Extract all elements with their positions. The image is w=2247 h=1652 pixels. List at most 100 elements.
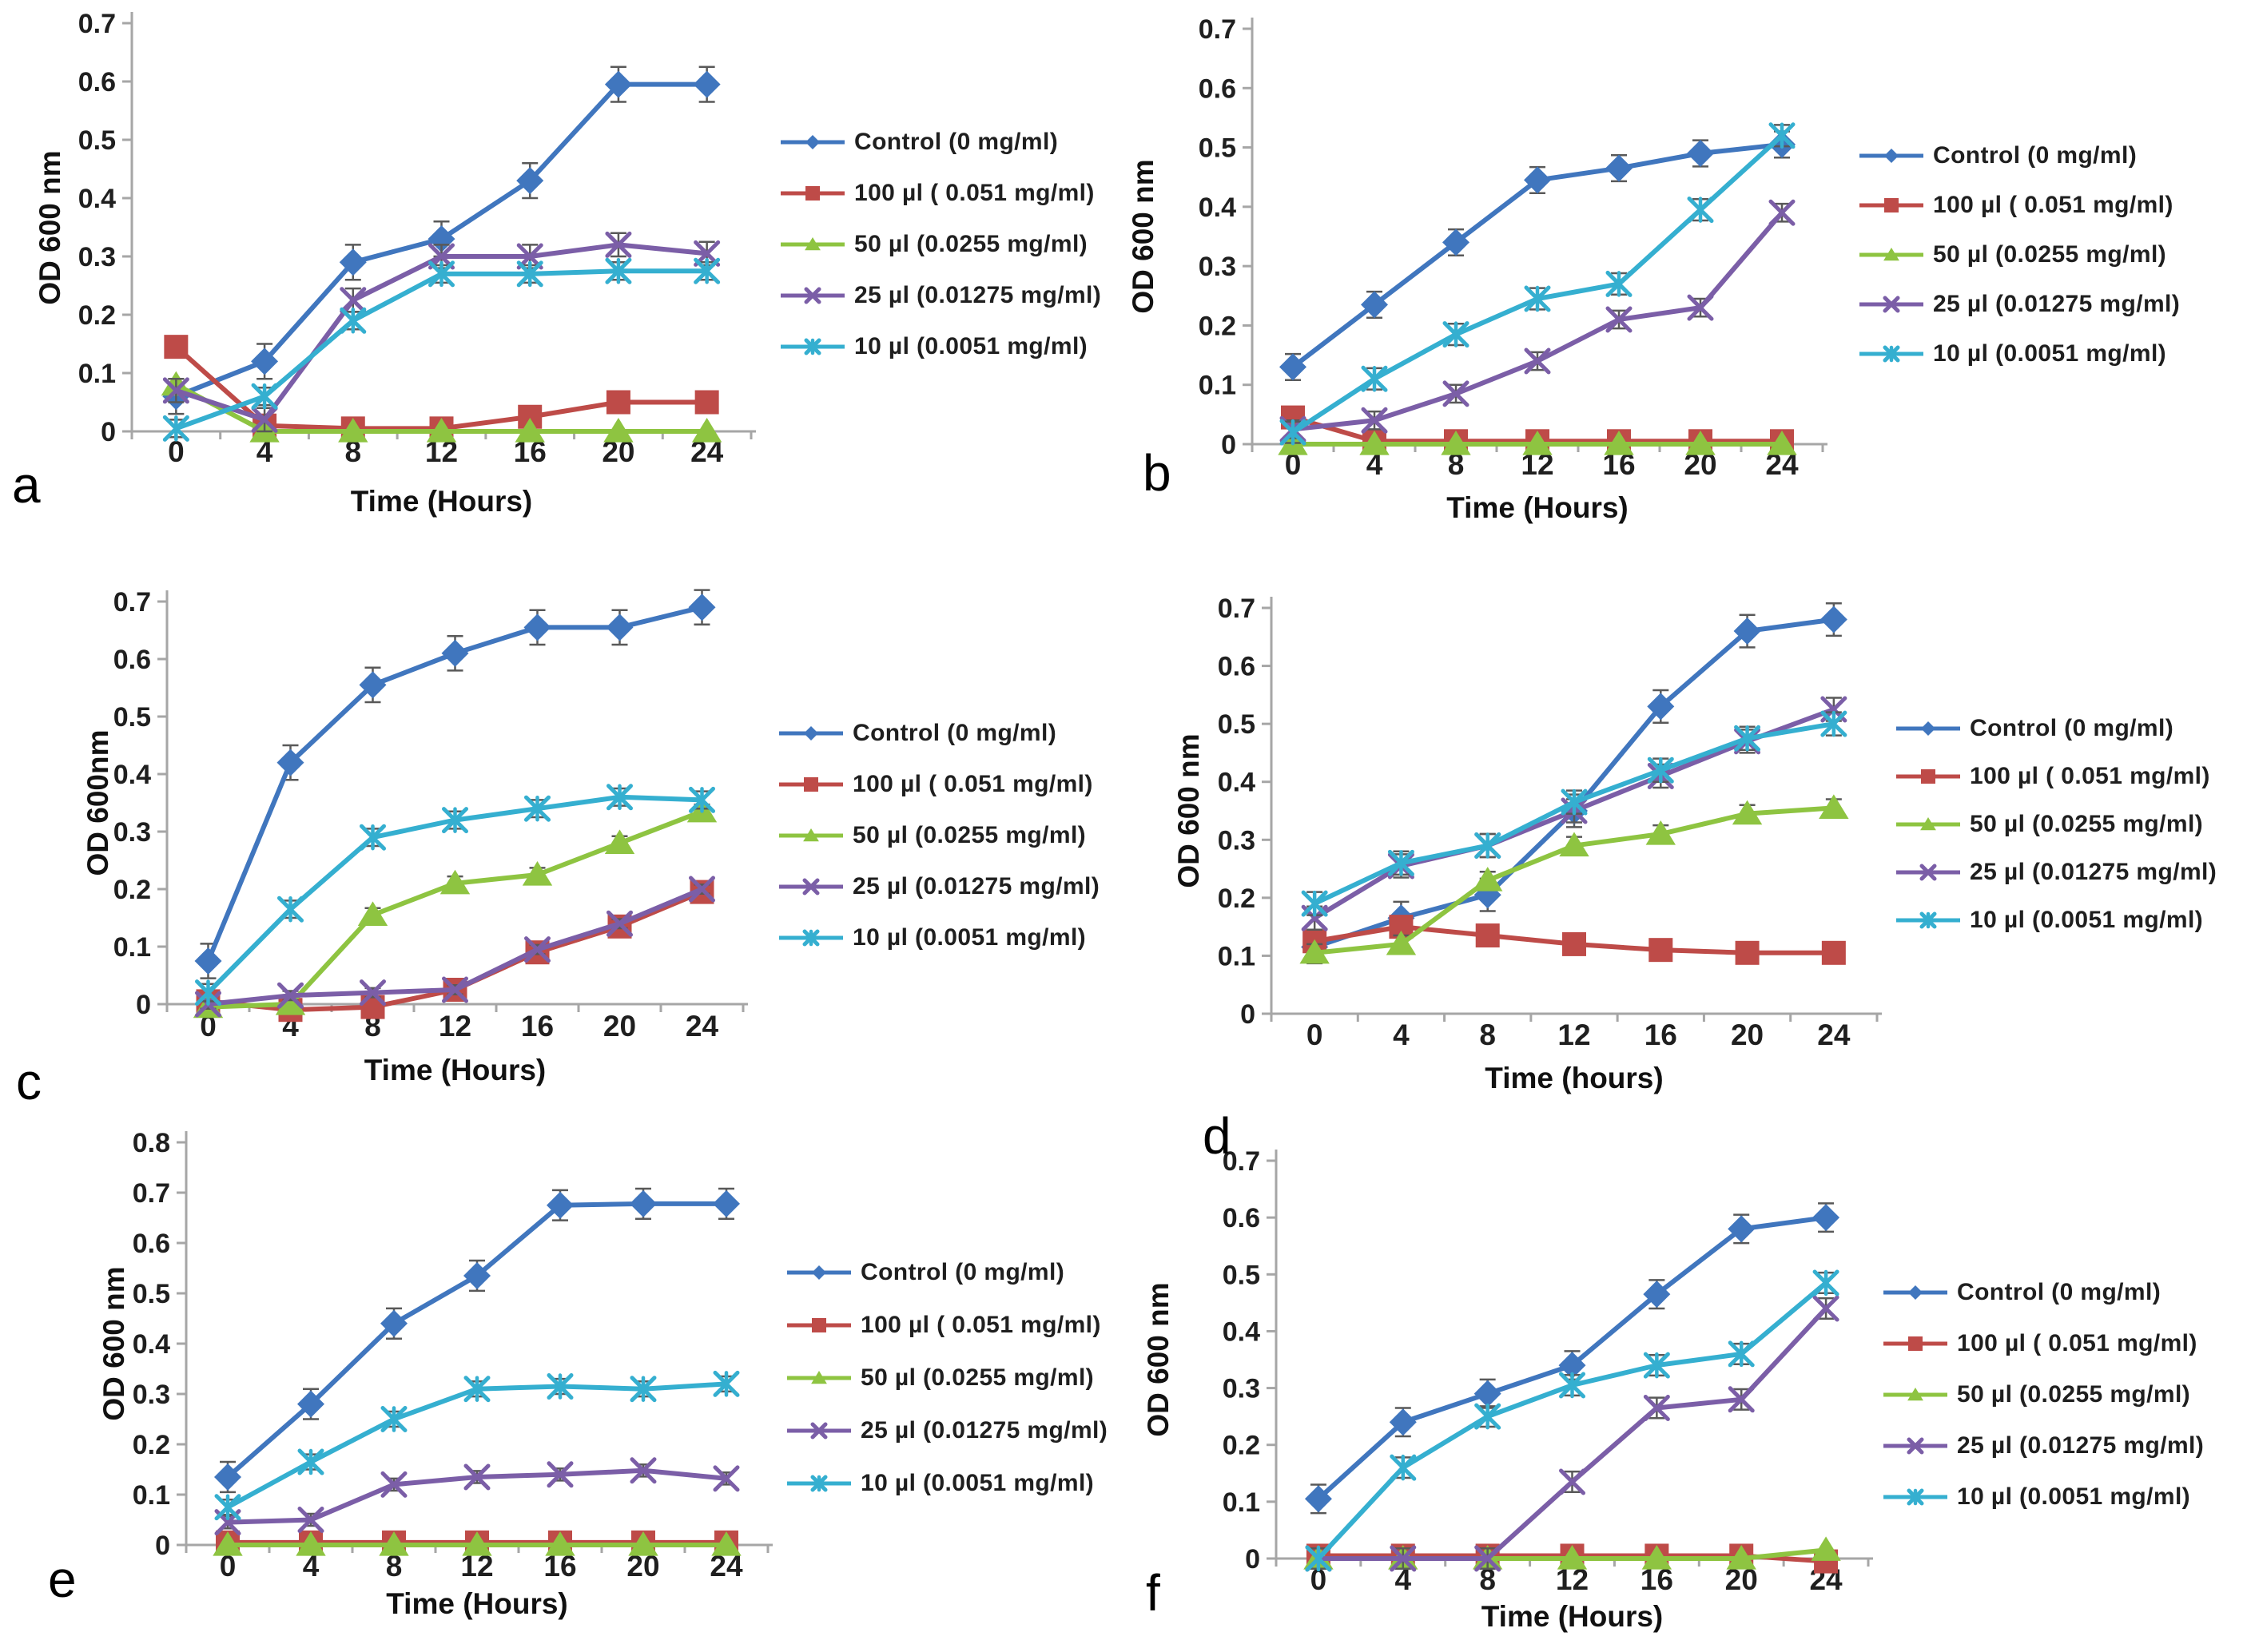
marker-x (1390, 1545, 1417, 1572)
error-bars (1285, 202, 1790, 439)
marker-x (297, 1507, 324, 1533)
marker-diamond (630, 1189, 657, 1217)
marker-diamond (297, 1390, 324, 1418)
y-tick-label: 0 (1240, 999, 1255, 1030)
marker-triangle (1907, 1388, 1923, 1401)
marker-diamond (214, 1463, 241, 1491)
legend-item-v25: 25 µl (0.01275 mg/ml) (1882, 1432, 2204, 1460)
marker-diamond (339, 248, 367, 276)
marker-triangle (213, 1531, 243, 1556)
series-v50 (1303, 1536, 1841, 1570)
marker-x (1559, 1468, 1585, 1495)
marker-diamond (1605, 154, 1633, 182)
marker-square (606, 390, 630, 415)
marker-triangle (1359, 431, 1390, 455)
marker-diamond (1473, 1380, 1501, 1408)
marker-triangle (1685, 431, 1716, 455)
y-tick-label: 0.6 (113, 645, 151, 675)
series-control (162, 66, 721, 415)
y-tick-label: 0.8 (133, 1128, 170, 1158)
marker-x (630, 1457, 657, 1484)
x-tick-label: 4 (257, 435, 273, 468)
marker-square (1921, 769, 1935, 784)
x-tick-label: 4 (1366, 448, 1383, 481)
chart-e: 00.10.20.30.40.50.60.70.80 4 8 12 16 20 24Time… (97, 1128, 773, 1620)
legend-item-v100: 100 µl ( 0.051 mg/ml) (1858, 191, 2180, 220)
x-axis-title: Time (hours) (1485, 1062, 1663, 1094)
series-control (194, 589, 716, 979)
marker-asterisk (1734, 725, 1761, 752)
marker-diamond (1812, 1204, 1840, 1232)
series-v50 (213, 1531, 742, 1556)
legend-label: 50 µl (0.0255 mg/ml) (853, 822, 1087, 848)
legend-item-v100: 100 µl ( 0.051 mg/ml) (1882, 1329, 2204, 1358)
legend-label: Control (0 mg/ml) (861, 1259, 1065, 1285)
legend-swatch-asterisk (1896, 911, 1960, 929)
x-tick-label: 8 (386, 1550, 403, 1583)
legend-swatch-diamond (1896, 721, 1960, 736)
marker-diamond (1647, 693, 1675, 721)
marker-asterisk (1812, 1269, 1839, 1297)
legend-item-v25: 25 µl (0.01275 mg/ml) (779, 281, 1101, 310)
marker-triangle (811, 1371, 827, 1384)
x-tick-label: 12 (1557, 1019, 1590, 1051)
marker-x (340, 287, 367, 314)
marker-triangle (296, 1531, 326, 1556)
panel-letter-f: f (1146, 1564, 1160, 1622)
legend-item-v100: 100 µl ( 0.051 mg/ml) (779, 179, 1101, 208)
legend-swatch-asterisk (1859, 345, 1923, 363)
legend-label: 25 µl (0.01275 mg/ml) (854, 282, 1102, 308)
marker-diamond (516, 167, 544, 195)
legend-item-v50: 50 µl (0.0255 mg/ml) (1882, 1380, 2204, 1409)
series-v50 (1278, 431, 1797, 455)
error-bars (1306, 602, 1842, 965)
legend-swatch-asterisk (787, 1475, 851, 1492)
legend-label: Control (0 mg/ml) (853, 720, 1057, 746)
marker-asterisk (804, 338, 821, 355)
x-axis-title: Time (Hours) (351, 485, 533, 518)
legend-label: 10 µl (0.0051 mg/ml) (854, 333, 1088, 359)
marker-asterisk (380, 1406, 408, 1432)
marker-asterisk (1605, 270, 1633, 297)
marker-asterisk (360, 824, 386, 851)
y-tick-label: 0.4 (1199, 193, 1236, 223)
marker-triangle (1559, 832, 1589, 857)
series-v100 (196, 880, 714, 1023)
y-tick-label: 0.1 (1218, 941, 1255, 971)
marker-x (1361, 407, 1388, 434)
legend-item-control: Control (0 mg/ml) (1895, 714, 2217, 743)
legend-swatch-triangle (1859, 248, 1923, 261)
marker-asterisk (297, 1448, 324, 1475)
marker-asterisk (162, 415, 189, 442)
y-tick-label: 0.2 (1223, 1431, 1260, 1461)
marker-asterisk (428, 260, 455, 288)
y-tick-label: 0 (101, 417, 116, 447)
marker-asterisk (442, 807, 468, 834)
legend-swatch-x (1883, 1437, 1947, 1455)
legend-swatch-triangle (781, 237, 845, 251)
marker-triangle (1726, 1545, 1756, 1570)
marker-triangle (1473, 867, 1503, 892)
marker-x (162, 377, 189, 404)
y-axis-title: OD 600 nm (1142, 1282, 1175, 1436)
marker-asterisk (1305, 1545, 1332, 1572)
y-axis-title: OD 600 nm (97, 1266, 130, 1420)
legend-swatch-x (779, 878, 843, 895)
marker-asterisk (630, 1376, 657, 1403)
legend-swatch-asterisk (1883, 1488, 1947, 1506)
marker-square (1648, 938, 1673, 963)
marker-diamond (463, 1261, 491, 1289)
marker-triangle (1386, 930, 1417, 955)
y-tick-label: 0 (1245, 1544, 1260, 1575)
legend-item-v10: 10 µl (0.0051 mg/ml) (1858, 340, 2180, 368)
marker-triangle (426, 418, 457, 443)
marker-diamond (1442, 228, 1469, 256)
marker-x (1605, 306, 1633, 333)
x-tick-label: 0 (1306, 1019, 1323, 1051)
legend-swatch-triangle (787, 1371, 851, 1384)
marker-x (1687, 294, 1714, 321)
legend-f: Control (0 mg/ml) 100 µl ( 0.051 mg/ml) 50… (1882, 1278, 2204, 1511)
marker-x (442, 976, 468, 1003)
marker-square (1821, 940, 1846, 965)
